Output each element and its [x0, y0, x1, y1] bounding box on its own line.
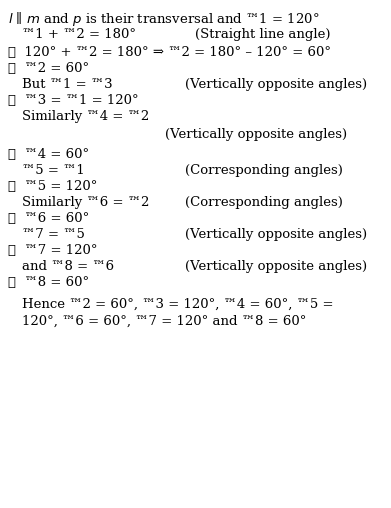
Text: Similarly ™4 = ™2: Similarly ™4 = ™2	[22, 110, 149, 123]
Text: But ™1 = ™3: But ™1 = ™3	[22, 78, 113, 91]
Text: (Vertically opposite angles): (Vertically opposite angles)	[185, 78, 367, 91]
Text: ™7 = ™5: ™7 = ™5	[22, 228, 85, 241]
Text: 120°, ™6 = 60°, ™7 = 120° and ™8 = 60°: 120°, ™6 = 60°, ™7 = 120° and ™8 = 60°	[22, 315, 307, 328]
Text: (Vertically opposite angles): (Vertically opposite angles)	[185, 260, 367, 273]
Text: ∴  ™6 = 60°: ∴ ™6 = 60°	[8, 212, 89, 225]
Text: (Corresponding angles): (Corresponding angles)	[185, 196, 343, 209]
Text: (Corresponding angles): (Corresponding angles)	[185, 164, 343, 177]
Text: ∴  ™3 = ™1 = 120°: ∴ ™3 = ™1 = 120°	[8, 94, 139, 107]
Text: $\mathit{l}$ ∥ $\mathit{m}$ and $\mathit{p}$ is their transversal and ™1 = 120°: $\mathit{l}$ ∥ $\mathit{m}$ and $\mathit…	[8, 10, 319, 28]
Text: ∴  ™7 = 120°: ∴ ™7 = 120°	[8, 244, 97, 257]
Text: ™5 = ™1: ™5 = ™1	[22, 164, 85, 177]
Text: ∴  ™2 = 60°: ∴ ™2 = 60°	[8, 62, 89, 75]
Text: (Vertically opposite angles): (Vertically opposite angles)	[165, 128, 347, 141]
Text: and ™8 = ™6: and ™8 = ™6	[22, 260, 114, 273]
Text: (Straight line angle): (Straight line angle)	[195, 28, 330, 41]
Text: Hence ™2 = 60°, ™3 = 120°, ™4 = 60°, ™5 =: Hence ™2 = 60°, ™3 = 120°, ™4 = 60°, ™5 …	[22, 298, 334, 311]
Text: ∴  120° + ™2 = 180° ⇒ ™2 = 180° – 120° = 60°: ∴ 120° + ™2 = 180° ⇒ ™2 = 180° – 120° = …	[8, 46, 331, 59]
Text: ∴  ™8 = 60°: ∴ ™8 = 60°	[8, 276, 89, 289]
Text: ∴  ™4 = 60°: ∴ ™4 = 60°	[8, 148, 89, 161]
Text: ™1 + ™2 = 180°: ™1 + ™2 = 180°	[22, 28, 136, 41]
Text: (Vertically opposite angles): (Vertically opposite angles)	[185, 228, 367, 241]
Text: ∴  ™5 = 120°: ∴ ™5 = 120°	[8, 180, 97, 193]
Text: Similarly ™6 = ™2: Similarly ™6 = ™2	[22, 196, 149, 209]
